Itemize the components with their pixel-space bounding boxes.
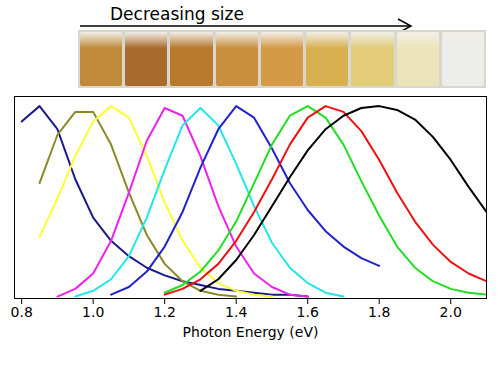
svg-text:1.2: 1.2 (154, 304, 176, 320)
svg-text:2.0: 2.0 (440, 304, 462, 320)
svg-text:1.4: 1.4 (225, 304, 247, 320)
svg-text:Decreasing size: Decreasing size (110, 4, 244, 24)
svg-text:1.6: 1.6 (297, 304, 319, 320)
svg-text:Photon Energy (eV): Photon Energy (eV) (183, 324, 319, 340)
svg-text:1.8: 1.8 (368, 304, 390, 320)
svg-text:0.8: 0.8 (11, 304, 33, 320)
svg-text:1.0: 1.0 (82, 304, 104, 320)
